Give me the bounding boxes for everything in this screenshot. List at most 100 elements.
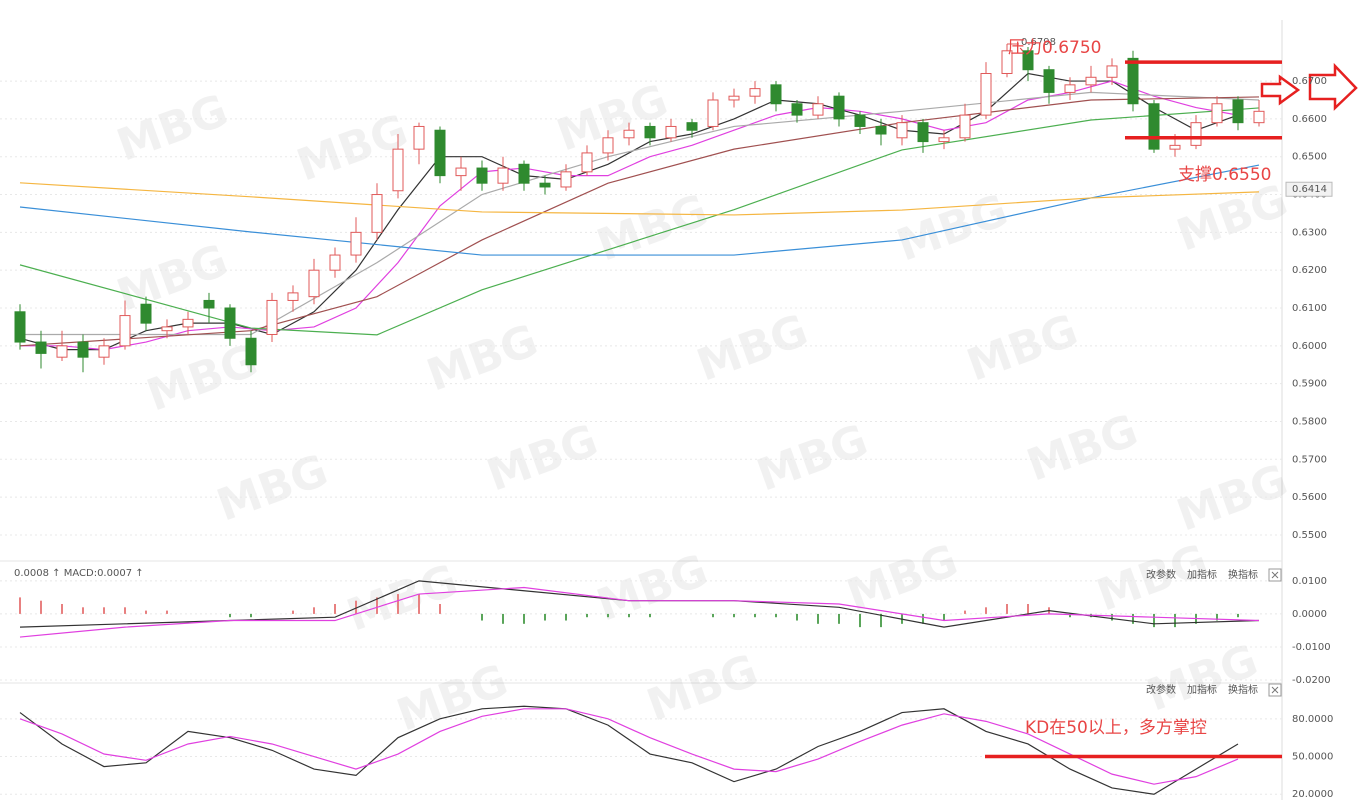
candle-body (203, 299, 215, 309)
macd-header: 0.0008 ↑ MACD:0.0007 ↑ (14, 568, 144, 579)
toolbar-button: 改参数 (1146, 568, 1176, 581)
candle-body (455, 167, 467, 177)
y-tick-label: 20.0000 (1292, 789, 1333, 800)
y-tick-label: 0.5600 (1292, 492, 1327, 503)
candle-body (1106, 65, 1118, 78)
annotation: 压力0.6750 (1008, 38, 1101, 58)
candle-body (1148, 103, 1160, 150)
candle-body (1022, 50, 1034, 71)
candle-body (1127, 57, 1139, 105)
watermark: MBG (1170, 175, 1294, 262)
watermark: MBG (1140, 635, 1264, 722)
candle-body (581, 152, 593, 173)
candle-body (1190, 122, 1202, 146)
y-tick-label: 0.5500 (1292, 530, 1327, 541)
candle-body (539, 182, 551, 188)
toolbar-button: 加指标 (1187, 683, 1217, 696)
ma-line (19, 182, 1260, 216)
candle-body (959, 114, 971, 139)
ma-line (19, 705, 1239, 795)
candle-body (161, 326, 173, 332)
ma-line (19, 96, 1260, 347)
candle-body (140, 303, 152, 324)
watermark: MBG (210, 445, 334, 532)
candle-body (644, 125, 656, 139)
ma-line (19, 708, 1239, 785)
watermark: MBG (480, 415, 604, 502)
candle-body (686, 122, 698, 131)
y-tick-label: 0.6500 (1292, 152, 1327, 163)
candle-body (266, 299, 278, 335)
candle-body (14, 311, 26, 343)
candle-body (749, 88, 761, 97)
toolbar-button: 改参数 (1146, 683, 1176, 696)
annotation: 支撑0.6550 (1178, 165, 1271, 185)
candle-body (896, 122, 908, 139)
y-tick-label: 50.0000 (1292, 752, 1333, 763)
candle-body (623, 129, 635, 139)
y-tick-label: 0.6300 (1292, 227, 1327, 238)
candle-body (371, 194, 383, 233)
close-icon (1271, 686, 1279, 694)
candle-body (476, 167, 488, 184)
watermark: MBG (590, 185, 714, 272)
candle-body (245, 337, 257, 366)
y-tick-label: -0.0100 (1292, 642, 1331, 653)
ma-line (20, 80, 1239, 351)
y-tick-label: 0.0000 (1292, 609, 1327, 620)
y-tick-label: 0.6100 (1292, 303, 1327, 314)
candle-body (1211, 103, 1223, 124)
last-price-box (1285, 181, 1333, 197)
candle-body (308, 269, 320, 298)
y-tick-label: 0.5700 (1292, 454, 1327, 465)
candle-body (875, 125, 887, 135)
candle-body (518, 163, 530, 184)
watermark: MBG (110, 85, 234, 172)
candle-body (413, 125, 425, 150)
toolbar-button: 换指标 (1228, 568, 1258, 581)
candle-body (665, 125, 677, 139)
candle-body (1043, 69, 1055, 93)
candle-body (1232, 99, 1244, 124)
close-icon (1271, 571, 1279, 579)
candle-body (791, 103, 803, 116)
candle-body (707, 99, 719, 127)
watermark: MBG (840, 535, 964, 622)
watermark: MBG (1020, 405, 1144, 492)
candle-body (1169, 144, 1181, 150)
candle-body (1064, 84, 1076, 93)
arrow-icon (1260, 74, 1301, 106)
candle-body (917, 122, 929, 143)
watermark: MBG (690, 305, 814, 392)
candle-body (287, 292, 299, 301)
candle-body (980, 72, 992, 116)
y-tick-label: -0.0200 (1292, 675, 1331, 686)
y-tick-label: 0.6200 (1292, 265, 1327, 276)
watermark: MBG (750, 415, 874, 502)
candle-body (182, 318, 194, 328)
ma-line (19, 586, 1260, 638)
watermark: MBG (390, 655, 514, 742)
candle-body (77, 341, 89, 358)
y-tick-label: 0.6600 (1292, 114, 1327, 125)
candle-body (434, 129, 446, 177)
candle-body (56, 345, 68, 358)
candle-body (602, 137, 614, 154)
candle-body (119, 315, 131, 347)
max-price-label: 0.6798 (1021, 37, 1056, 48)
candle-body (938, 137, 950, 143)
last-price-label: 0.6414 (1292, 184, 1327, 195)
watermark: MBG (420, 315, 544, 402)
candle-body (1253, 110, 1265, 124)
toolbar-button: 加指标 (1187, 568, 1217, 581)
candle-body (329, 254, 341, 271)
candle-body (854, 114, 866, 127)
candle-body (1001, 50, 1013, 74)
candle-body (1085, 76, 1097, 86)
y-tick-label: 0.0100 (1292, 576, 1327, 587)
candle-body (812, 103, 824, 116)
candle-body (770, 84, 782, 105)
ma-line (19, 72, 1239, 351)
y-tick-label: 0.6700 (1292, 76, 1327, 87)
